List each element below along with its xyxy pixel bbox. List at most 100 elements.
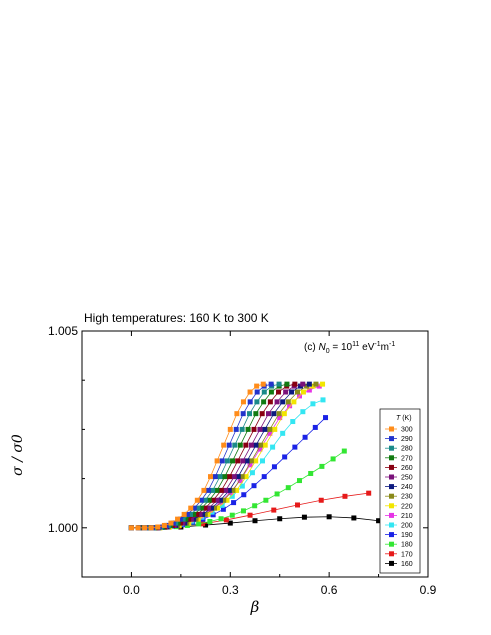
annotation-equals: = 10 xyxy=(330,342,353,353)
data-point xyxy=(254,399,260,405)
data-point xyxy=(202,511,208,517)
y-axis-label: σ / σ0 xyxy=(10,434,26,476)
data-point xyxy=(227,520,233,526)
data-point xyxy=(205,487,211,493)
data-point xyxy=(201,487,207,493)
data-point xyxy=(240,399,246,405)
data-point xyxy=(202,505,208,511)
data-point xyxy=(224,458,230,464)
data-point xyxy=(318,497,324,503)
legend-box xyxy=(379,408,421,574)
data-point xyxy=(292,381,298,387)
data-point xyxy=(289,389,295,395)
data-point xyxy=(222,474,228,480)
legend-label: 240 xyxy=(401,484,413,491)
data-point xyxy=(235,474,241,480)
data-point xyxy=(220,506,226,512)
data-point xyxy=(351,515,357,521)
data-point xyxy=(254,383,260,389)
data-point xyxy=(194,511,200,517)
data-point xyxy=(280,399,286,405)
x-tick-label: 0.6 xyxy=(321,583,338,597)
data-point xyxy=(323,415,329,421)
data-point xyxy=(285,485,291,491)
data-point xyxy=(295,502,301,508)
axis-tick-labels: 0.0 0.3 0.6 0.9 1.000 1.005 xyxy=(48,324,437,597)
data-point xyxy=(283,389,289,395)
legend-item-180: 180 xyxy=(385,541,413,549)
data-point xyxy=(206,505,212,511)
legend-marker xyxy=(389,532,394,538)
data-point xyxy=(202,497,208,503)
legend-item-170: 170 xyxy=(385,551,413,558)
data-point xyxy=(291,399,297,405)
data-point xyxy=(276,389,282,395)
x-tick-label: 0.3 xyxy=(222,583,239,597)
legend-item-260: 260 xyxy=(385,464,413,472)
data-point xyxy=(186,516,192,522)
data-point xyxy=(300,389,306,395)
data-point xyxy=(175,516,181,522)
data-point xyxy=(245,426,251,432)
legend-marker xyxy=(389,560,394,566)
annotation-unit1-exp: -1 xyxy=(374,341,380,348)
data-point xyxy=(248,442,254,448)
data-point xyxy=(274,491,280,497)
data-point xyxy=(306,387,312,393)
data-point xyxy=(226,474,232,480)
chart-caption: High temperatures: 160 K to 300 K xyxy=(84,311,269,325)
data-point xyxy=(280,430,286,436)
data-point xyxy=(231,474,237,480)
data-point xyxy=(188,505,194,511)
data-point xyxy=(263,497,269,503)
data-point xyxy=(313,381,319,387)
legend-item-280: 280 xyxy=(385,445,413,453)
data-point xyxy=(155,524,161,530)
series-190 xyxy=(128,415,329,531)
data-point xyxy=(261,474,267,480)
data-point xyxy=(219,502,225,508)
data-point xyxy=(304,383,310,389)
data-point xyxy=(247,462,253,468)
data-point xyxy=(207,519,213,524)
y-tick-label: 1.000 xyxy=(48,521,78,535)
data-point xyxy=(300,381,306,387)
data-point xyxy=(326,514,332,520)
data-point xyxy=(267,399,273,405)
data-point xyxy=(276,381,282,387)
data-point xyxy=(341,448,347,454)
data-point xyxy=(277,516,283,522)
data-point xyxy=(227,426,233,432)
data-point xyxy=(261,389,267,395)
legend-label: 290 xyxy=(401,436,413,443)
legend-label: 210 xyxy=(401,513,413,520)
data-point xyxy=(211,505,217,511)
y-tick-label: 1.005 xyxy=(48,324,78,338)
legend-title-unit: (K) xyxy=(400,415,411,422)
data-point xyxy=(203,522,209,528)
plot-frame xyxy=(81,330,429,578)
data-point xyxy=(206,497,212,503)
data-point xyxy=(261,399,267,405)
data-point xyxy=(251,426,257,432)
data-point xyxy=(214,505,220,511)
data-point xyxy=(240,458,246,464)
data-point xyxy=(253,442,259,448)
data-point xyxy=(267,430,273,436)
data-point xyxy=(271,507,277,513)
data-point xyxy=(230,458,236,464)
series-line xyxy=(131,492,369,529)
data-point xyxy=(210,487,216,493)
data-point xyxy=(200,511,206,517)
data-point xyxy=(260,381,266,387)
data-point xyxy=(267,426,273,432)
data-point xyxy=(285,399,291,405)
legend-label: 180 xyxy=(401,542,413,549)
annotation-exp: 11 xyxy=(352,341,359,348)
data-point xyxy=(214,487,220,493)
data-point xyxy=(330,456,336,462)
data-point xyxy=(239,483,245,489)
legend-marker xyxy=(389,474,394,480)
data-point xyxy=(148,525,154,531)
data-point xyxy=(205,511,211,517)
